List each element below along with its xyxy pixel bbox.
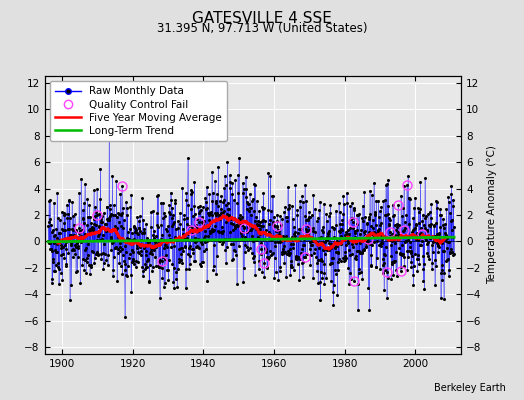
Text: Berkeley Earth: Berkeley Earth [434,383,506,393]
Text: 31.395 N, 97.713 W (United States): 31.395 N, 97.713 W (United States) [157,22,367,35]
Y-axis label: Temperature Anomaly (°C): Temperature Anomaly (°C) [487,146,497,284]
Text: GATESVILLE 4 SSE: GATESVILLE 4 SSE [192,11,332,26]
Legend: Raw Monthly Data, Quality Control Fail, Five Year Moving Average, Long-Term Tren: Raw Monthly Data, Quality Control Fail, … [50,81,227,141]
